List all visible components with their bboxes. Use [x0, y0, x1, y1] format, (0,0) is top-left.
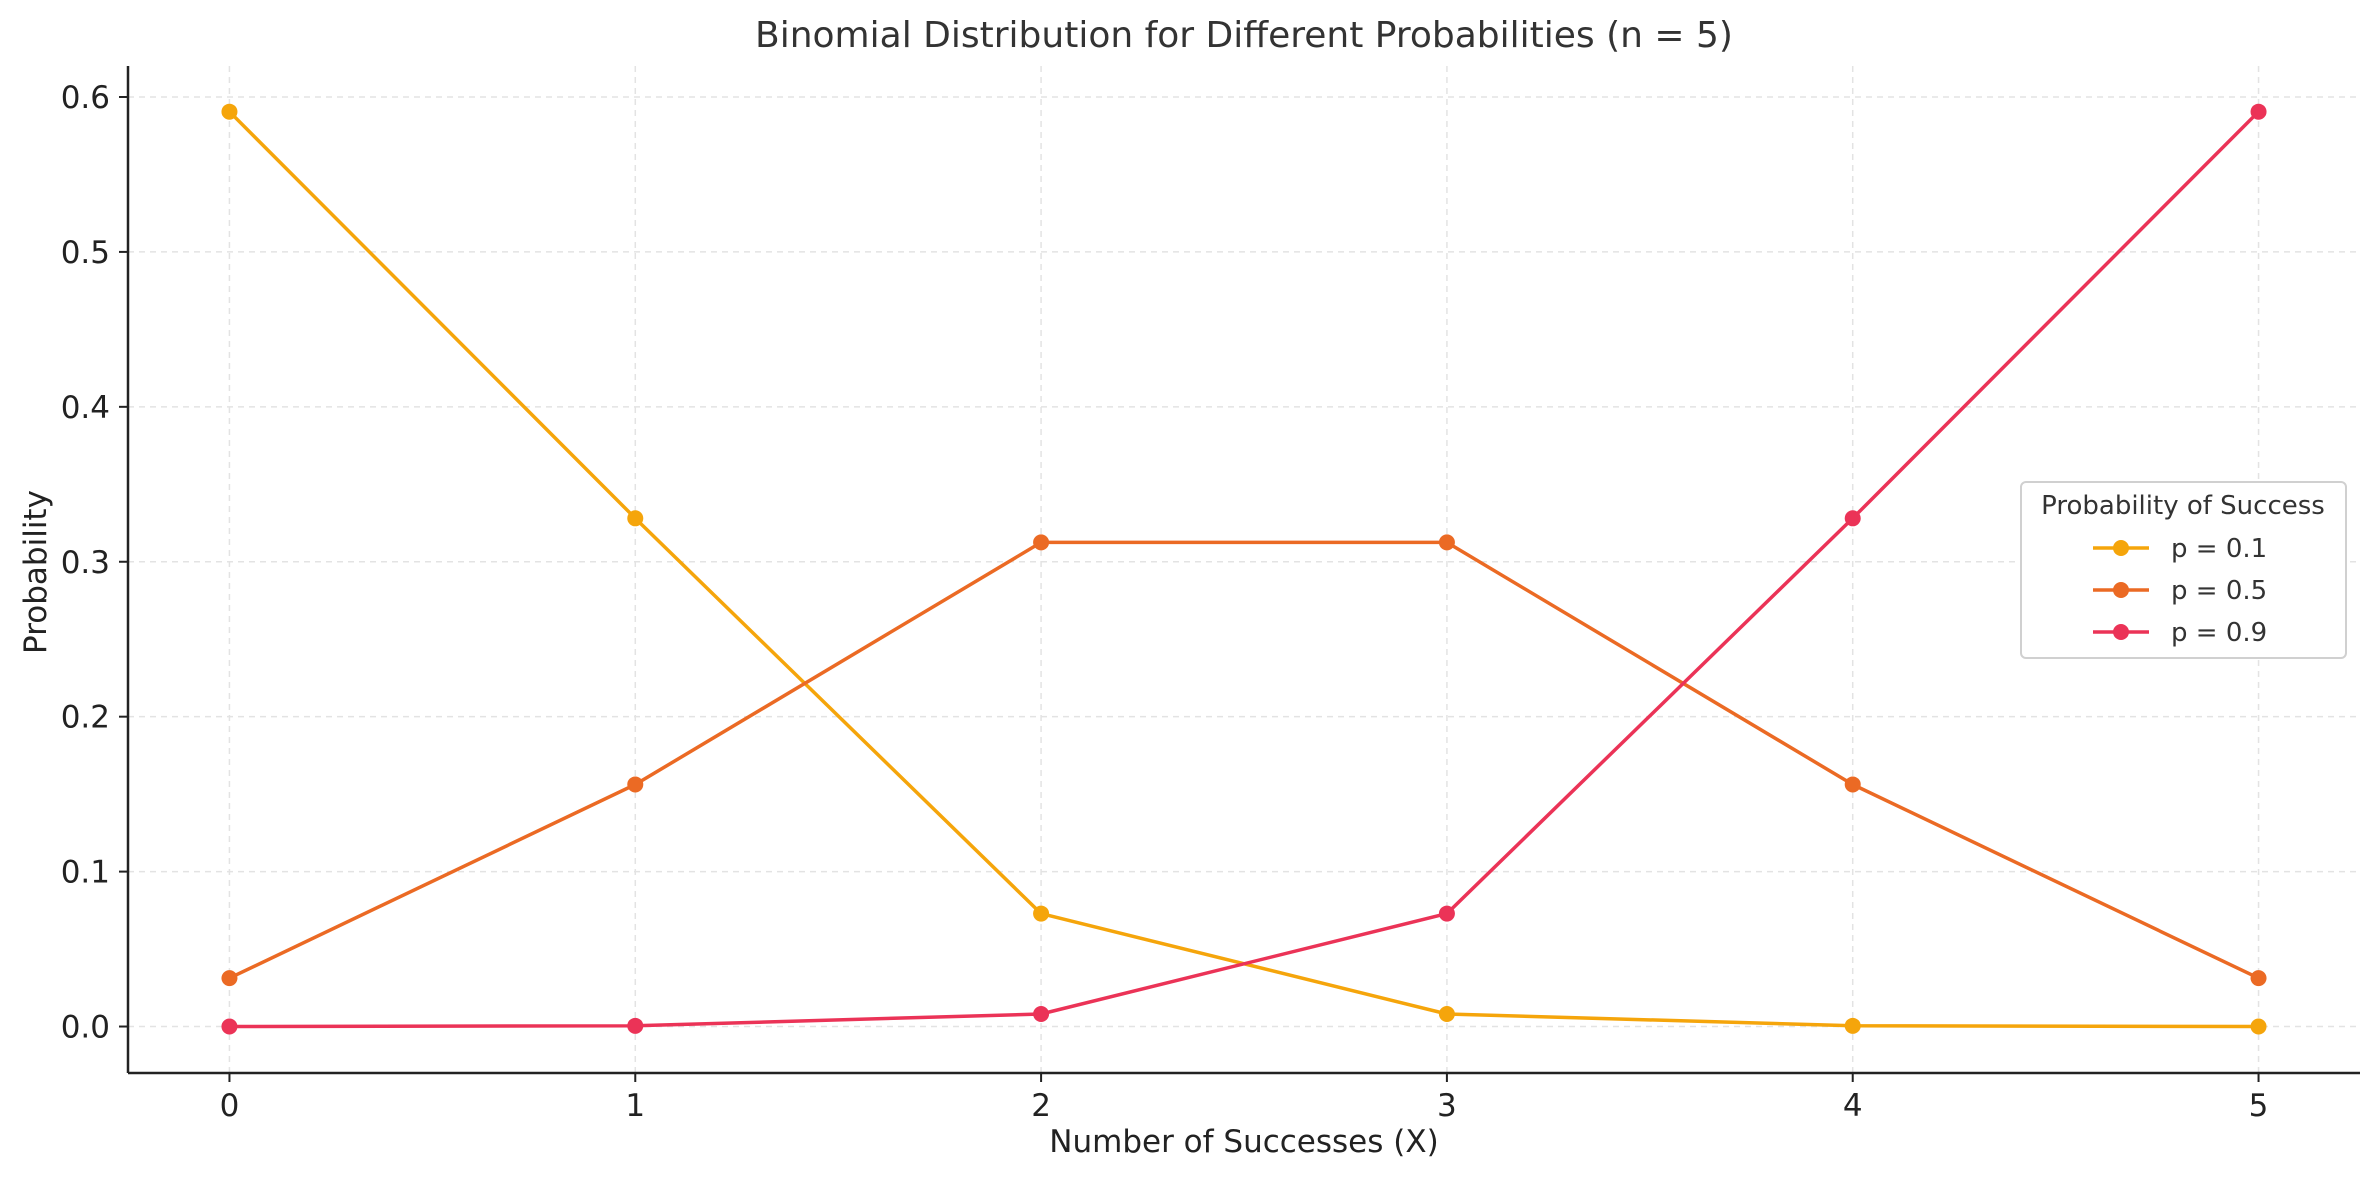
x-tick-label: 4 — [1843, 1088, 1863, 1124]
x-tick-label: 1 — [625, 1088, 645, 1124]
data-point — [2250, 970, 2267, 987]
data-point — [1438, 1005, 1455, 1022]
legend-title: Probability of Success — [2041, 491, 2325, 521]
data-point — [1033, 534, 1050, 551]
series-line-1 — [228, 540, 2260, 980]
ticks: 0 1 2 3 4 5 0.0 0.1 0.2 0.3 0.4 0.5 0.6 — [61, 80, 2269, 1124]
x-tick-label: 2 — [1031, 1088, 1051, 1124]
x-tick-label: 5 — [2249, 1088, 2269, 1124]
data-point — [1844, 510, 1861, 527]
y-tick-label: 0.2 — [61, 700, 110, 736]
legend-label: p = 0.1 — [2171, 534, 2267, 564]
legend-marker — [2113, 582, 2129, 598]
data-point — [1844, 1017, 1861, 1034]
y-tick-label: 0.3 — [61, 545, 110, 581]
data-point — [627, 1017, 644, 1034]
y-tick-label: 0.5 — [61, 235, 110, 271]
y-axis-label: Probability — [18, 490, 54, 654]
data-point — [627, 776, 644, 793]
data-point — [627, 510, 644, 527]
chart-title: Binomial Distribution for Different Prob… — [755, 15, 1733, 56]
y-tick-label: 0.1 — [61, 855, 110, 891]
data-point — [1844, 776, 1861, 793]
y-tick-label: 0.0 — [61, 1010, 110, 1046]
data-point — [1033, 905, 1050, 922]
legend-label: p = 0.9 — [2171, 618, 2267, 648]
data-point — [2250, 103, 2267, 120]
data-point — [221, 1018, 238, 1035]
data-point — [2250, 1018, 2267, 1035]
data-point — [221, 103, 238, 120]
y-tick-label: 0.6 — [61, 80, 110, 116]
data-point — [221, 970, 238, 987]
data-point — [1033, 1005, 1050, 1022]
axes — [126, 66, 2360, 1075]
x-tick-label: 3 — [1437, 1088, 1457, 1124]
x-axis-label: Number of Successes (X) — [1049, 1124, 1438, 1160]
series-line-2 — [229, 110, 2260, 1029]
legend-box — [2020, 481, 2347, 659]
legend-marker — [2113, 540, 2129, 556]
y-tick-label: 0.4 — [61, 390, 110, 426]
series-lines — [221, 103, 2267, 1035]
legend-marker — [2113, 624, 2129, 640]
series-line-0 — [228, 110, 2259, 1029]
x-tick-label: 0 — [220, 1088, 240, 1124]
legend-label: p = 0.5 — [2171, 576, 2267, 606]
legend: Probability of Success p = 0.1p = 0.5p =… — [2020, 481, 2347, 659]
data-point — [1438, 905, 1455, 922]
legend-entries: p = 0.1 p = 0.5 p = 0.9 — [2093, 534, 2267, 648]
data-point — [1438, 534, 1455, 551]
